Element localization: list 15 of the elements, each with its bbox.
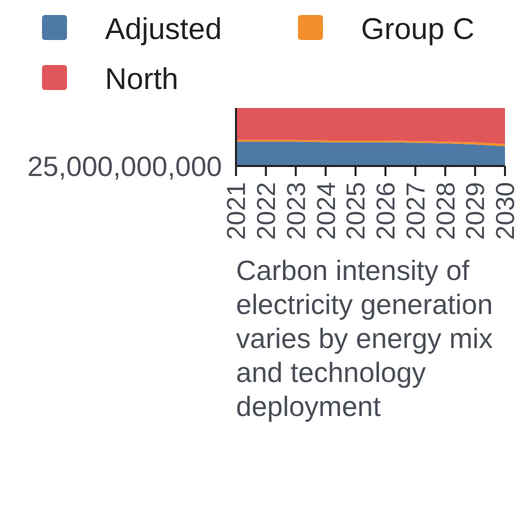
x-tick-label: 2030 [490, 182, 520, 240]
legend-label: Group C [361, 13, 474, 46]
text: 25,000,000,000 [27, 150, 222, 182]
x-tick-label: 2023 [280, 182, 311, 240]
x-tick-label: 2027 [400, 182, 430, 240]
x-tick-label: 2022 [250, 182, 281, 240]
x-tick-label: 2024 [310, 182, 341, 240]
x-axis-title: Carbon intensity of electricity generation varies by energy mix and technology deployment [236, 255, 493, 422]
x-tick-label: 2025 [340, 182, 371, 240]
legend-label: Adjusted [105, 13, 222, 46]
legend-label: North [105, 63, 178, 96]
x-tick-label: 2028 [430, 182, 460, 240]
x-tick-label: 2021 [221, 182, 252, 240]
x-tick-label: 2026 [370, 182, 401, 240]
x-tick-label: 2029 [460, 182, 490, 240]
